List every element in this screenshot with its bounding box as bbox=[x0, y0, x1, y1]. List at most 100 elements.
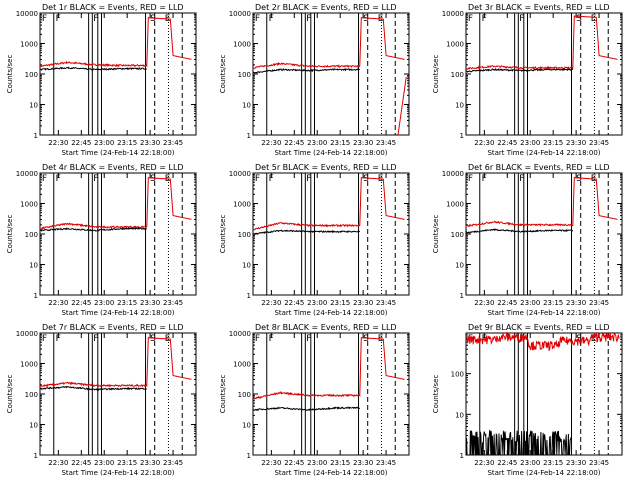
y-tick-label: 10 bbox=[242, 422, 251, 430]
events-series-line bbox=[466, 67, 574, 73]
x-tick-label: 23:15 bbox=[543, 139, 563, 147]
x-tick-label: 23:00 bbox=[520, 299, 540, 307]
plot-title: Det 7r BLACK = Events, RED = LLD bbox=[42, 323, 184, 332]
x-tick-label: 23:30 bbox=[566, 139, 586, 147]
detector-plot-3: Det 3r BLACK = Events, RED = LLD 1 10 100 10… bbox=[432, 3, 623, 157]
x-tick-label: 23:30 bbox=[353, 459, 373, 467]
x-axis-label: Start Time (24-Feb-14 22:18:00) bbox=[487, 309, 600, 317]
flag-letter: F bbox=[306, 14, 311, 24]
x-tick-label: 22:45 bbox=[284, 139, 304, 147]
flag-letter: F bbox=[255, 334, 260, 344]
y-tick-label: 10 bbox=[29, 102, 38, 110]
flag-letter: S bbox=[576, 174, 582, 184]
flag-letter: F bbox=[93, 14, 98, 24]
x-tick-label: 22:45 bbox=[284, 459, 304, 467]
events-series-line bbox=[39, 227, 148, 232]
x-tick-label: 23:30 bbox=[140, 299, 160, 307]
y-axis-label: Counts/sec bbox=[219, 55, 227, 94]
events-series-line bbox=[39, 385, 147, 392]
plot-title: Det 4r BLACK = Events, RED = LLD bbox=[42, 163, 184, 172]
y-tick-label: 1 bbox=[247, 132, 251, 140]
y-tick-label: 1000 bbox=[446, 41, 464, 49]
y-tick-label: 1 bbox=[460, 132, 464, 140]
y-axis-label: Counts/sec bbox=[432, 215, 440, 254]
y-tick-label: 1 bbox=[247, 452, 251, 460]
x-tick-label: 23:30 bbox=[566, 299, 586, 307]
y-tick-label: 1000 bbox=[233, 201, 251, 209]
plot-frame bbox=[39, 172, 197, 296]
y-tick-label: 1000 bbox=[446, 201, 464, 209]
x-tick-label: 22:45 bbox=[497, 459, 517, 467]
flag-letter: F bbox=[269, 14, 274, 24]
x-tick-label: 22:30 bbox=[474, 459, 494, 467]
y-tick-label: 1 bbox=[460, 452, 464, 460]
flag-letter: F bbox=[482, 174, 487, 184]
detector-plot-6: Det 6r BLACK = Events, RED = LLD 1 10 100 10… bbox=[432, 163, 623, 317]
x-tick-label: 23:00 bbox=[307, 299, 327, 307]
x-tick-label: 22:30 bbox=[474, 139, 494, 147]
plot-frame bbox=[39, 332, 197, 456]
x-tick-label: 23:00 bbox=[520, 459, 540, 467]
x-tick-label: 23:45 bbox=[163, 299, 183, 307]
y-tick-label: 100 bbox=[238, 71, 251, 79]
lld-series-line bbox=[39, 337, 192, 388]
flag-letter: F bbox=[468, 174, 473, 184]
x-tick-label: 22:45 bbox=[71, 459, 91, 467]
flag-letter: F bbox=[519, 14, 524, 24]
flag-letter: F bbox=[42, 334, 47, 344]
y-axis-label: Counts/sec bbox=[6, 375, 14, 414]
flag-letter: F bbox=[269, 174, 274, 184]
x-tick-label: 23:45 bbox=[589, 299, 609, 307]
x-tick-label: 22:30 bbox=[261, 299, 281, 307]
x-tick-label: 23:45 bbox=[589, 139, 609, 147]
flag-letter: F bbox=[306, 334, 311, 344]
y-tick-label: 10000 bbox=[16, 10, 38, 18]
y-axis-label: Counts/sec bbox=[219, 215, 227, 254]
events-series-line bbox=[465, 429, 572, 456]
x-tick-label: 22:30 bbox=[48, 139, 68, 147]
x-tick-label: 22:30 bbox=[474, 299, 494, 307]
y-tick-label: 1000 bbox=[233, 41, 251, 49]
y-tick-label: 1000 bbox=[20, 361, 38, 369]
flag-letter: F bbox=[519, 174, 524, 184]
x-tick-label: 23:15 bbox=[117, 459, 137, 467]
plot-frame bbox=[252, 172, 410, 296]
y-tick-label: 10000 bbox=[16, 170, 38, 178]
plot-frame bbox=[252, 12, 410, 136]
x-tick-label: 23:15 bbox=[117, 299, 137, 307]
plot-frame bbox=[39, 12, 197, 136]
x-tick-label: 23:15 bbox=[330, 139, 350, 147]
x-tick-label: 23:45 bbox=[376, 299, 396, 307]
x-tick-label: 23:00 bbox=[307, 459, 327, 467]
detector-plot-9: Det 9r BLACK = Events, RED = LLD 1 10 100 Co… bbox=[432, 323, 623, 477]
lld-series-line bbox=[252, 177, 405, 231]
x-axis-label: Start Time (24-Feb-14 22:18:00) bbox=[274, 149, 387, 157]
events-series-line bbox=[39, 66, 147, 71]
x-tick-label: 22:30 bbox=[48, 459, 68, 467]
x-tick-label: 22:30 bbox=[261, 139, 281, 147]
lld-series-line bbox=[39, 17, 192, 68]
plot-title: Det 1r BLACK = Events, RED = LLD bbox=[42, 3, 184, 12]
x-tick-label: 23:15 bbox=[330, 299, 350, 307]
detector-plot-1: Det 1r BLACK = Events, RED = LLD 1 10 100 10… bbox=[6, 3, 197, 157]
y-tick-label: 1000 bbox=[233, 361, 251, 369]
flag-letter: S bbox=[150, 334, 156, 344]
x-tick-label: 23:30 bbox=[566, 459, 586, 467]
flag-letter: F bbox=[56, 14, 61, 24]
y-tick-label: 10 bbox=[455, 411, 464, 419]
x-tick-label: 23:15 bbox=[543, 299, 563, 307]
x-tick-label: 23:15 bbox=[117, 139, 137, 147]
x-tick-label: 22:30 bbox=[261, 459, 281, 467]
plot-title: Det 8r BLACK = Events, RED = LLD bbox=[255, 323, 397, 332]
y-tick-label: 10 bbox=[455, 102, 464, 110]
x-tick-label: 23:00 bbox=[307, 139, 327, 147]
lld-series-line bbox=[465, 177, 618, 228]
y-tick-label: 100 bbox=[238, 231, 251, 239]
y-tick-label: 1 bbox=[247, 292, 251, 300]
y-tick-label: 100 bbox=[451, 371, 464, 379]
x-axis-label: Start Time (24-Feb-14 22:18:00) bbox=[487, 469, 600, 477]
x-tick-label: 23:45 bbox=[163, 459, 183, 467]
y-tick-label: 10000 bbox=[229, 330, 251, 338]
plot-title: Det 6r BLACK = Events, RED = LLD bbox=[468, 163, 610, 172]
